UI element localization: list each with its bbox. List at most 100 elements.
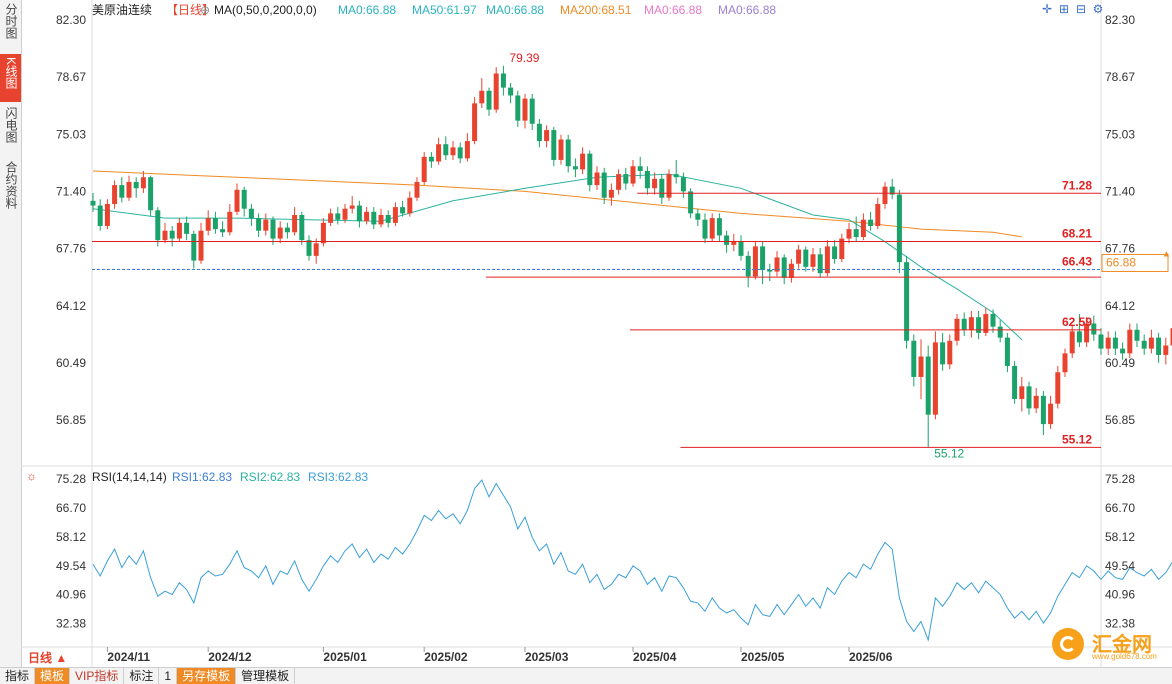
candle-body (508, 88, 513, 96)
settings-icon[interactable]: ⚙ (1091, 2, 1105, 16)
candle-body (1055, 372, 1060, 403)
rsi-tick-right: 75.28 (1105, 472, 1135, 486)
candle-body (739, 242, 744, 256)
toolbar-button[interactable]: 另存模板 (177, 668, 236, 684)
candle-body (213, 218, 218, 229)
candle-body (976, 317, 981, 333)
site-logo: 汇金网 www.gold678.com (1048, 624, 1160, 664)
zoom-out-icon[interactable]: ⊟ (1074, 2, 1088, 16)
candle-body (580, 154, 585, 170)
toolbar-button[interactable]: 指标 (0, 668, 35, 684)
toolbar-button[interactable]: 标注 (124, 668, 159, 684)
candle-body (897, 195, 902, 263)
candle-body (667, 174, 672, 198)
candle-body (141, 177, 146, 188)
period-selector[interactable]: 日线 ▲ (22, 650, 73, 666)
candle-body (278, 228, 283, 239)
candle-body (969, 317, 974, 330)
rsi-tick-left: 66.70 (56, 501, 86, 515)
candle-body (796, 250, 801, 264)
candle-body (854, 229, 859, 237)
candle-body (789, 264, 794, 278)
low-marker-label: 55.12 (934, 446, 964, 460)
candle-body (307, 240, 312, 256)
candle-body (256, 218, 261, 231)
candle-body (91, 201, 96, 206)
candle-body (998, 327, 1003, 338)
candle-body (443, 144, 448, 155)
rsi-tick-left: 75.28 (56, 472, 86, 486)
candle-body (191, 234, 196, 261)
candle-body (1113, 338, 1118, 349)
candle-body (263, 220, 268, 231)
price-levels: 71.2868.2166.4362.5955.1279.3955.1266.88… (92, 51, 1171, 461)
candle-body (688, 191, 693, 213)
price-tick-right: 75.03 (1105, 127, 1135, 141)
candle-body (1063, 353, 1068, 372)
price-level-label: 66.43 (1062, 255, 1092, 269)
candle-body (1106, 338, 1111, 349)
candle-body (299, 215, 304, 240)
rsi-tick-right: 58.12 (1105, 530, 1135, 544)
high-marker-label: 79.39 (509, 51, 539, 65)
candle-body (695, 213, 700, 219)
candle-body (587, 154, 592, 185)
candle-body (523, 99, 528, 121)
candle-body (415, 182, 420, 198)
date-tick-label: 2025/03 (525, 650, 569, 664)
rsi-legend-item: RSI1:62.83 (172, 470, 232, 484)
candle-body (321, 223, 326, 243)
price-level-label: 71.28 (1062, 178, 1092, 192)
candle-body (911, 341, 916, 377)
candle-body (602, 173, 607, 198)
price-tick-left: 64.12 (56, 299, 86, 313)
candle-body (371, 212, 376, 225)
candle-body (875, 204, 880, 226)
logo-mark-icon (1052, 628, 1084, 660)
toolbar-button[interactable]: VIP指标 (70, 668, 124, 684)
candle-body (803, 250, 808, 267)
candle-body (530, 99, 535, 124)
toolbar-button[interactable]: 1 (159, 668, 177, 684)
candle-body (962, 319, 967, 330)
toolbar-button[interactable]: 模板 (35, 668, 70, 684)
candle-body (1099, 334, 1104, 348)
candle-body (436, 144, 441, 161)
candle-body (314, 243, 319, 256)
candle-body (940, 342, 945, 364)
toolbar-button[interactable]: 管理模板 (236, 668, 295, 684)
candle-body (407, 198, 412, 214)
rsi-tick-left: 49.54 (56, 559, 86, 573)
ma-legend-item: MA200:68.51 (560, 3, 632, 17)
rsi-tick-left: 58.12 (56, 530, 86, 544)
candle-body (148, 177, 153, 210)
price-tick-left: 56.85 (56, 413, 86, 427)
date-tick-label: 2025/01 (323, 650, 367, 664)
date-tick-label: 2025/02 (424, 650, 468, 664)
period-selector-label: 日线 (28, 651, 52, 665)
rsi-legend-item: RSI3:62.83 (308, 470, 368, 484)
price-tick-right: 60.49 (1105, 356, 1135, 370)
candle-body (119, 185, 124, 198)
rsi-settings-icon: ☼ (26, 469, 37, 483)
price-level-label: 55.12 (1062, 432, 1092, 446)
current-price-value: 66.88 (1106, 255, 1136, 269)
candle-body (645, 171, 650, 188)
candle-body (883, 187, 888, 204)
candle-body (782, 257, 787, 277)
candle-body (551, 130, 556, 160)
crosshair-icon[interactable]: ✛ (1040, 2, 1054, 16)
candle-body (1163, 345, 1168, 354)
candle-body (1005, 338, 1010, 366)
price-tick-left: 75.03 (56, 127, 86, 141)
price-tick-right: 71.40 (1105, 184, 1135, 198)
date-tick-label: 2024/11 (107, 650, 150, 664)
candle-body (1156, 338, 1161, 355)
zoom-in-icon[interactable]: ⊞ (1057, 2, 1071, 16)
candle-body (227, 212, 232, 232)
candle-body (364, 212, 369, 221)
candle-body (1048, 404, 1053, 424)
candle-body (566, 140, 571, 167)
candle-body (832, 246, 837, 259)
price-tick-left: 78.67 (56, 70, 86, 84)
